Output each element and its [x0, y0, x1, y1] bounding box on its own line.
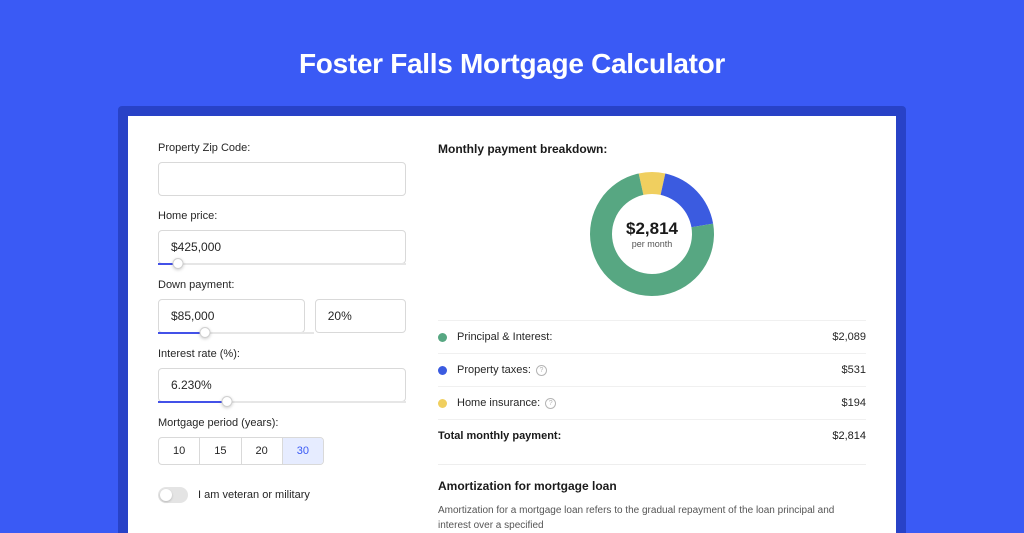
home-price-label: Home price: — [158, 210, 406, 222]
zip-label: Property Zip Code: — [158, 142, 406, 154]
zip-input[interactable] — [158, 162, 406, 196]
interest-rate-input[interactable] — [158, 368, 406, 402]
breakdown-line-value: $194 — [842, 397, 866, 409]
home-price-input[interactable] — [158, 230, 406, 264]
form-column: Property Zip Code: Home price: Down paym… — [158, 142, 406, 533]
amortization-title: Amortization for mortgage loan — [438, 479, 866, 493]
donut-center: $2,814 per month — [626, 219, 678, 249]
interest-rate-field: Interest rate (%): — [158, 348, 406, 403]
page-title: Foster Falls Mortgage Calculator — [0, 48, 1024, 80]
amortization-section: Amortization for mortgage loan Amortizat… — [438, 464, 866, 533]
card-frame: Property Zip Code: Home price: Down paym… — [118, 106, 906, 533]
breakdown-lines: Principal & Interest:$2,089Property taxe… — [438, 320, 866, 419]
donut-wrap: $2,814 per month — [438, 170, 866, 298]
amortization-text: Amortization for a mortgage loan refers … — [438, 503, 866, 533]
down-payment-label: Down payment: — [158, 279, 406, 291]
total-label: Total monthly payment: — [438, 430, 832, 442]
veteran-toggle[interactable] — [158, 487, 188, 503]
donut-amount: $2,814 — [626, 219, 678, 239]
period-option-30[interactable]: 30 — [283, 438, 323, 464]
mortgage-period-options: 10152030 — [158, 437, 324, 465]
legend-dot-icon — [438, 333, 447, 342]
legend-dot-icon — [438, 399, 447, 408]
down-payment-field: Down payment: — [158, 279, 406, 334]
donut-chart: $2,814 per month — [588, 170, 716, 298]
veteran-row: I am veteran or military — [158, 487, 406, 503]
breakdown-title: Monthly payment breakdown: — [438, 142, 866, 156]
period-option-10[interactable]: 10 — [159, 438, 200, 464]
down-payment-slider-thumb[interactable] — [199, 327, 210, 338]
period-option-20[interactable]: 20 — [242, 438, 283, 464]
home-price-field: Home price: — [158, 210, 406, 265]
breakdown-column: Monthly payment breakdown: $2,814 per mo… — [438, 142, 866, 533]
calculator-card: Property Zip Code: Home price: Down paym… — [128, 116, 896, 533]
home-price-slider[interactable] — [158, 263, 406, 265]
zip-field: Property Zip Code: — [158, 142, 406, 196]
donut-sub: per month — [626, 239, 678, 249]
breakdown-line-1: Property taxes:?$531 — [438, 353, 866, 386]
down-payment-input[interactable] — [158, 299, 305, 333]
mortgage-period-field: Mortgage period (years): 10152030 — [158, 417, 406, 465]
down-payment-pct-input[interactable] — [315, 299, 406, 333]
total-row: Total monthly payment: $2,814 — [438, 419, 866, 452]
interest-rate-slider-thumb[interactable] — [222, 396, 233, 407]
interest-rate-slider[interactable] — [158, 401, 406, 403]
period-option-15[interactable]: 15 — [200, 438, 241, 464]
veteran-label: I am veteran or military — [198, 489, 310, 501]
breakdown-line-label: Principal & Interest: — [457, 331, 832, 343]
breakdown-line-value: $531 — [842, 364, 866, 376]
total-value: $2,814 — [832, 430, 866, 442]
down-payment-slider[interactable] — [158, 332, 314, 334]
breakdown-line-0: Principal & Interest:$2,089 — [438, 320, 866, 353]
breakdown-line-value: $2,089 — [832, 331, 866, 343]
home-price-slider-thumb[interactable] — [172, 258, 183, 269]
info-icon[interactable]: ? — [536, 365, 547, 376]
breakdown-line-label: Home insurance:? — [457, 397, 842, 409]
legend-dot-icon — [438, 366, 447, 375]
mortgage-period-label: Mortgage period (years): — [158, 417, 406, 429]
breakdown-line-2: Home insurance:?$194 — [438, 386, 866, 419]
breakdown-line-label: Property taxes:? — [457, 364, 842, 376]
interest-rate-label: Interest rate (%): — [158, 348, 406, 360]
info-icon[interactable]: ? — [545, 398, 556, 409]
